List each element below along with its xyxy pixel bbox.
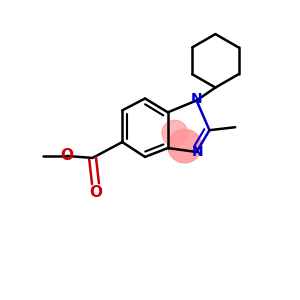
Circle shape xyxy=(168,129,202,163)
Text: N: N xyxy=(192,145,203,159)
Text: N: N xyxy=(191,92,203,106)
Text: O: O xyxy=(89,185,102,200)
Text: O: O xyxy=(60,148,73,164)
Circle shape xyxy=(162,120,188,146)
